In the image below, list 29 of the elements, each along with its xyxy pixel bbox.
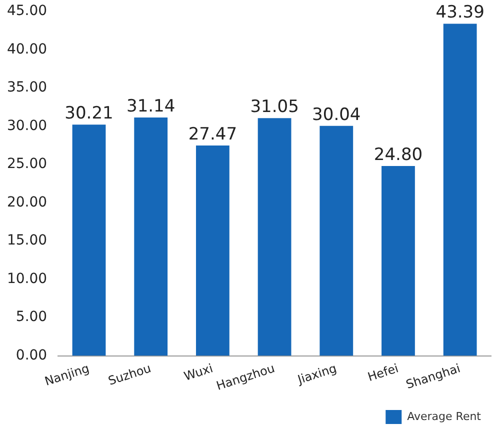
y-tick-label: 10.00: [6, 270, 48, 287]
x-tick-label: Suzhou: [106, 361, 153, 388]
text: 43.39: [436, 2, 484, 23]
bar: [320, 126, 354, 356]
y-tick-label: 25.00: [6, 156, 48, 172]
text: 24.80: [374, 144, 423, 165]
bar: [443, 24, 477, 356]
x-tick-label: Nanjing: [42, 361, 91, 388]
y-tick-label: 5.00: [16, 309, 48, 326]
text: 30.21: [64, 104, 114, 124]
y-tick-label: 45.00: [6, 3, 48, 20]
text: 30.04: [312, 104, 361, 125]
bar: [196, 146, 230, 356]
x-tick-label: Wuxi: [182, 361, 215, 384]
bar: [258, 118, 292, 356]
y-tick-label: 40.00: [6, 41, 48, 58]
bar: [134, 117, 168, 356]
y-tick-label: 20.00: [6, 194, 48, 210]
y-tick-label: 0.00: [16, 347, 48, 364]
y-tick-label: 30.00: [6, 118, 48, 134]
x-tick-label: Hefei: [366, 361, 400, 384]
bar: [382, 166, 415, 356]
text: 31.05: [250, 97, 299, 118]
text: 27.47: [188, 124, 238, 144]
text: 31.14: [126, 96, 176, 116]
y-tick-label: 35.00: [6, 80, 48, 96]
y-tick-label: 15.00: [6, 232, 48, 249]
bar: [72, 124, 106, 356]
legend-label: Average Rent: [407, 410, 482, 423]
